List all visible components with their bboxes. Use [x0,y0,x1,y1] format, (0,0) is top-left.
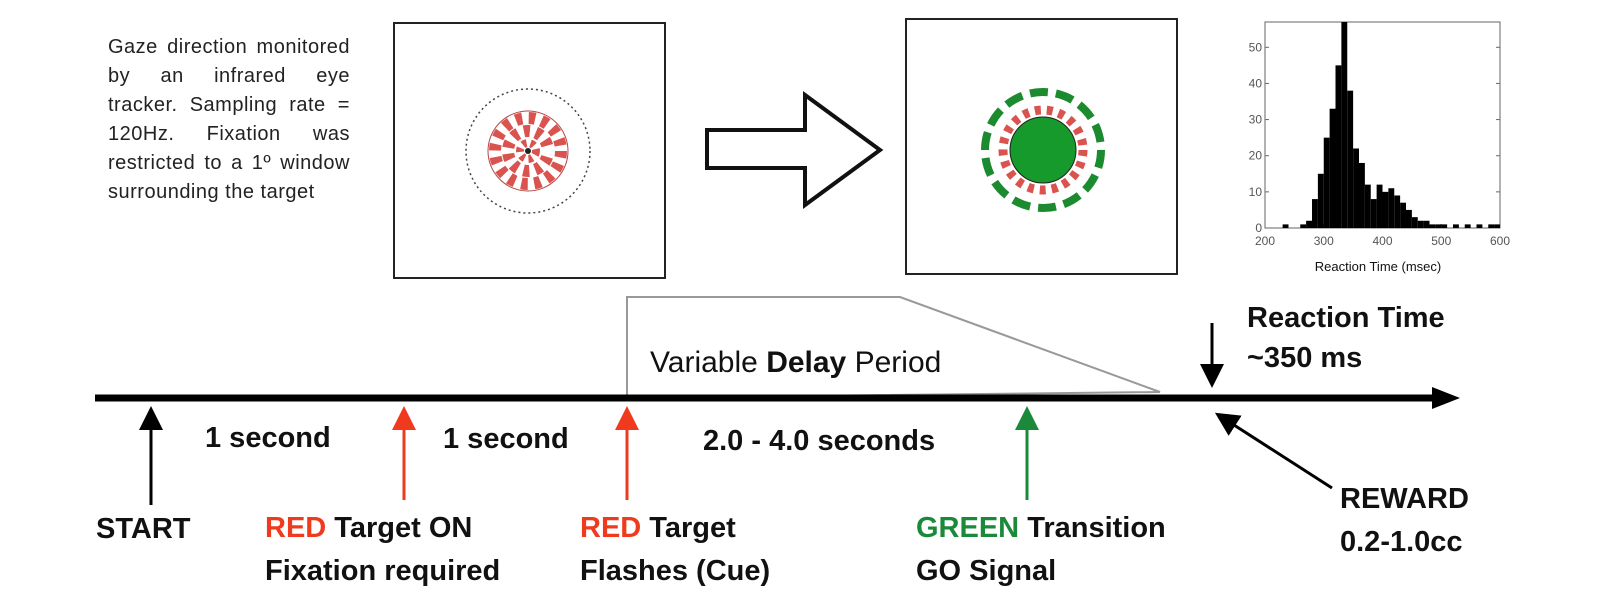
page: Gaze direction monitored by an infrared … [0,0,1608,594]
target-center [525,148,531,154]
x-tick-label: 600 [1490,234,1510,248]
y-tick-label: 20 [1249,149,1263,163]
x-tick-label: 500 [1431,234,1451,248]
highlight: RED [580,512,641,544]
diagram: Variable Delay Period 1 second 1 second … [0,0,1608,594]
event-label: GO Signal [916,555,1056,587]
bar [1371,199,1377,228]
event-label: START [96,513,191,545]
bar [1318,174,1324,228]
bar [1418,221,1424,228]
reward-label: REWARD [1340,483,1469,515]
bar [1435,224,1441,228]
bar [1453,224,1459,228]
bar [1406,210,1412,228]
x-tick-label: 300 [1314,234,1334,248]
event-text: Target ON [334,512,472,544]
bar [1377,185,1383,228]
event-label: Flashes (Cue) [580,555,770,587]
interval-label: 1 second [205,422,331,454]
green-target [1010,117,1076,183]
bar [1330,109,1336,228]
highlight: RED [265,512,326,544]
rt-label: ~350 ms [1247,342,1362,374]
delay-text: Delay [766,346,846,379]
histogram: Reaction Time (msec) 0 10 20 30 40 50 200 300 40… [1249,22,1511,274]
bar [1341,22,1347,228]
bar [1488,224,1494,228]
y-tick-label: 0 [1255,221,1262,235]
interval-label: 1 second [443,423,569,455]
y-tick-label: 30 [1249,113,1263,127]
bar [1324,138,1330,228]
bar [1312,199,1318,228]
transition-arrow [707,95,880,205]
delay-text: Variable [650,346,758,379]
rt-label: Reaction Time [1247,302,1445,334]
bar [1465,224,1471,228]
bar [1424,221,1430,228]
x-axis-label: Reaction Time (msec) [1315,259,1441,274]
x-tick-label: 200 [1255,234,1275,248]
x-tick-label: 400 [1372,234,1392,248]
bar [1336,65,1342,228]
bar [1400,203,1406,228]
event-label: RED Target [580,512,736,544]
interval-label: 2.0 - 4.0 seconds [703,425,935,457]
reward-arrow [1220,416,1332,488]
event-label: GREEN Transition [916,512,1166,544]
event-text: Transition [1027,512,1166,544]
reward-label: 0.2-1.0cc [1340,526,1463,558]
event-label: Fixation required [265,555,500,587]
bar [1412,217,1418,228]
delay-text: Period [855,346,942,379]
bar [1353,148,1359,228]
bar [1306,221,1312,228]
highlight: GREEN [916,512,1019,544]
bar [1383,192,1389,228]
bar [1477,224,1483,228]
bar [1394,195,1400,228]
y-tick-label: 10 [1249,185,1263,199]
bar [1359,163,1365,228]
bar [1347,91,1353,228]
event-text: Target [649,512,736,544]
bar [1283,224,1289,228]
bar [1494,224,1500,228]
delay-label: Variable Delay Period [650,346,941,379]
bar [1300,224,1306,228]
event-label: RED Target ON [265,512,472,544]
bar [1441,224,1447,228]
bar [1388,188,1394,228]
bar [1430,224,1436,228]
y-tick-label: 40 [1249,76,1263,90]
bar [1365,185,1371,228]
timeline-head [1432,387,1460,409]
y-tick-label: 50 [1249,40,1263,54]
